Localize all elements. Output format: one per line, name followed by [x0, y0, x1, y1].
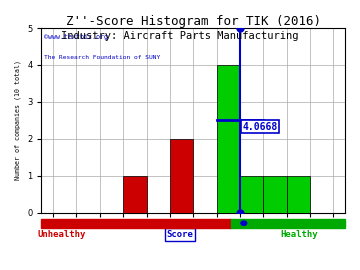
- Text: ©www.textbiz.org: ©www.textbiz.org: [45, 33, 108, 39]
- Text: Unhealthy: Unhealthy: [37, 230, 85, 239]
- Text: The Research Foundation of SUNY: The Research Foundation of SUNY: [45, 55, 161, 60]
- Text: 4.0668: 4.0668: [242, 122, 278, 131]
- Bar: [263, 176, 287, 213]
- Bar: [240, 176, 263, 213]
- Bar: [170, 139, 193, 213]
- Text: Score: Score: [167, 230, 193, 239]
- Bar: [123, 176, 147, 213]
- Bar: [217, 65, 240, 213]
- Text: Healthy: Healthy: [280, 230, 318, 239]
- Text: Industry: Aircraft Parts Manufacturing: Industry: Aircraft Parts Manufacturing: [61, 31, 299, 42]
- Bar: [287, 176, 310, 213]
- Title: Z''-Score Histogram for TIK (2016): Z''-Score Histogram for TIK (2016): [66, 15, 321, 28]
- Y-axis label: Number of companies (10 total): Number of companies (10 total): [15, 60, 22, 180]
